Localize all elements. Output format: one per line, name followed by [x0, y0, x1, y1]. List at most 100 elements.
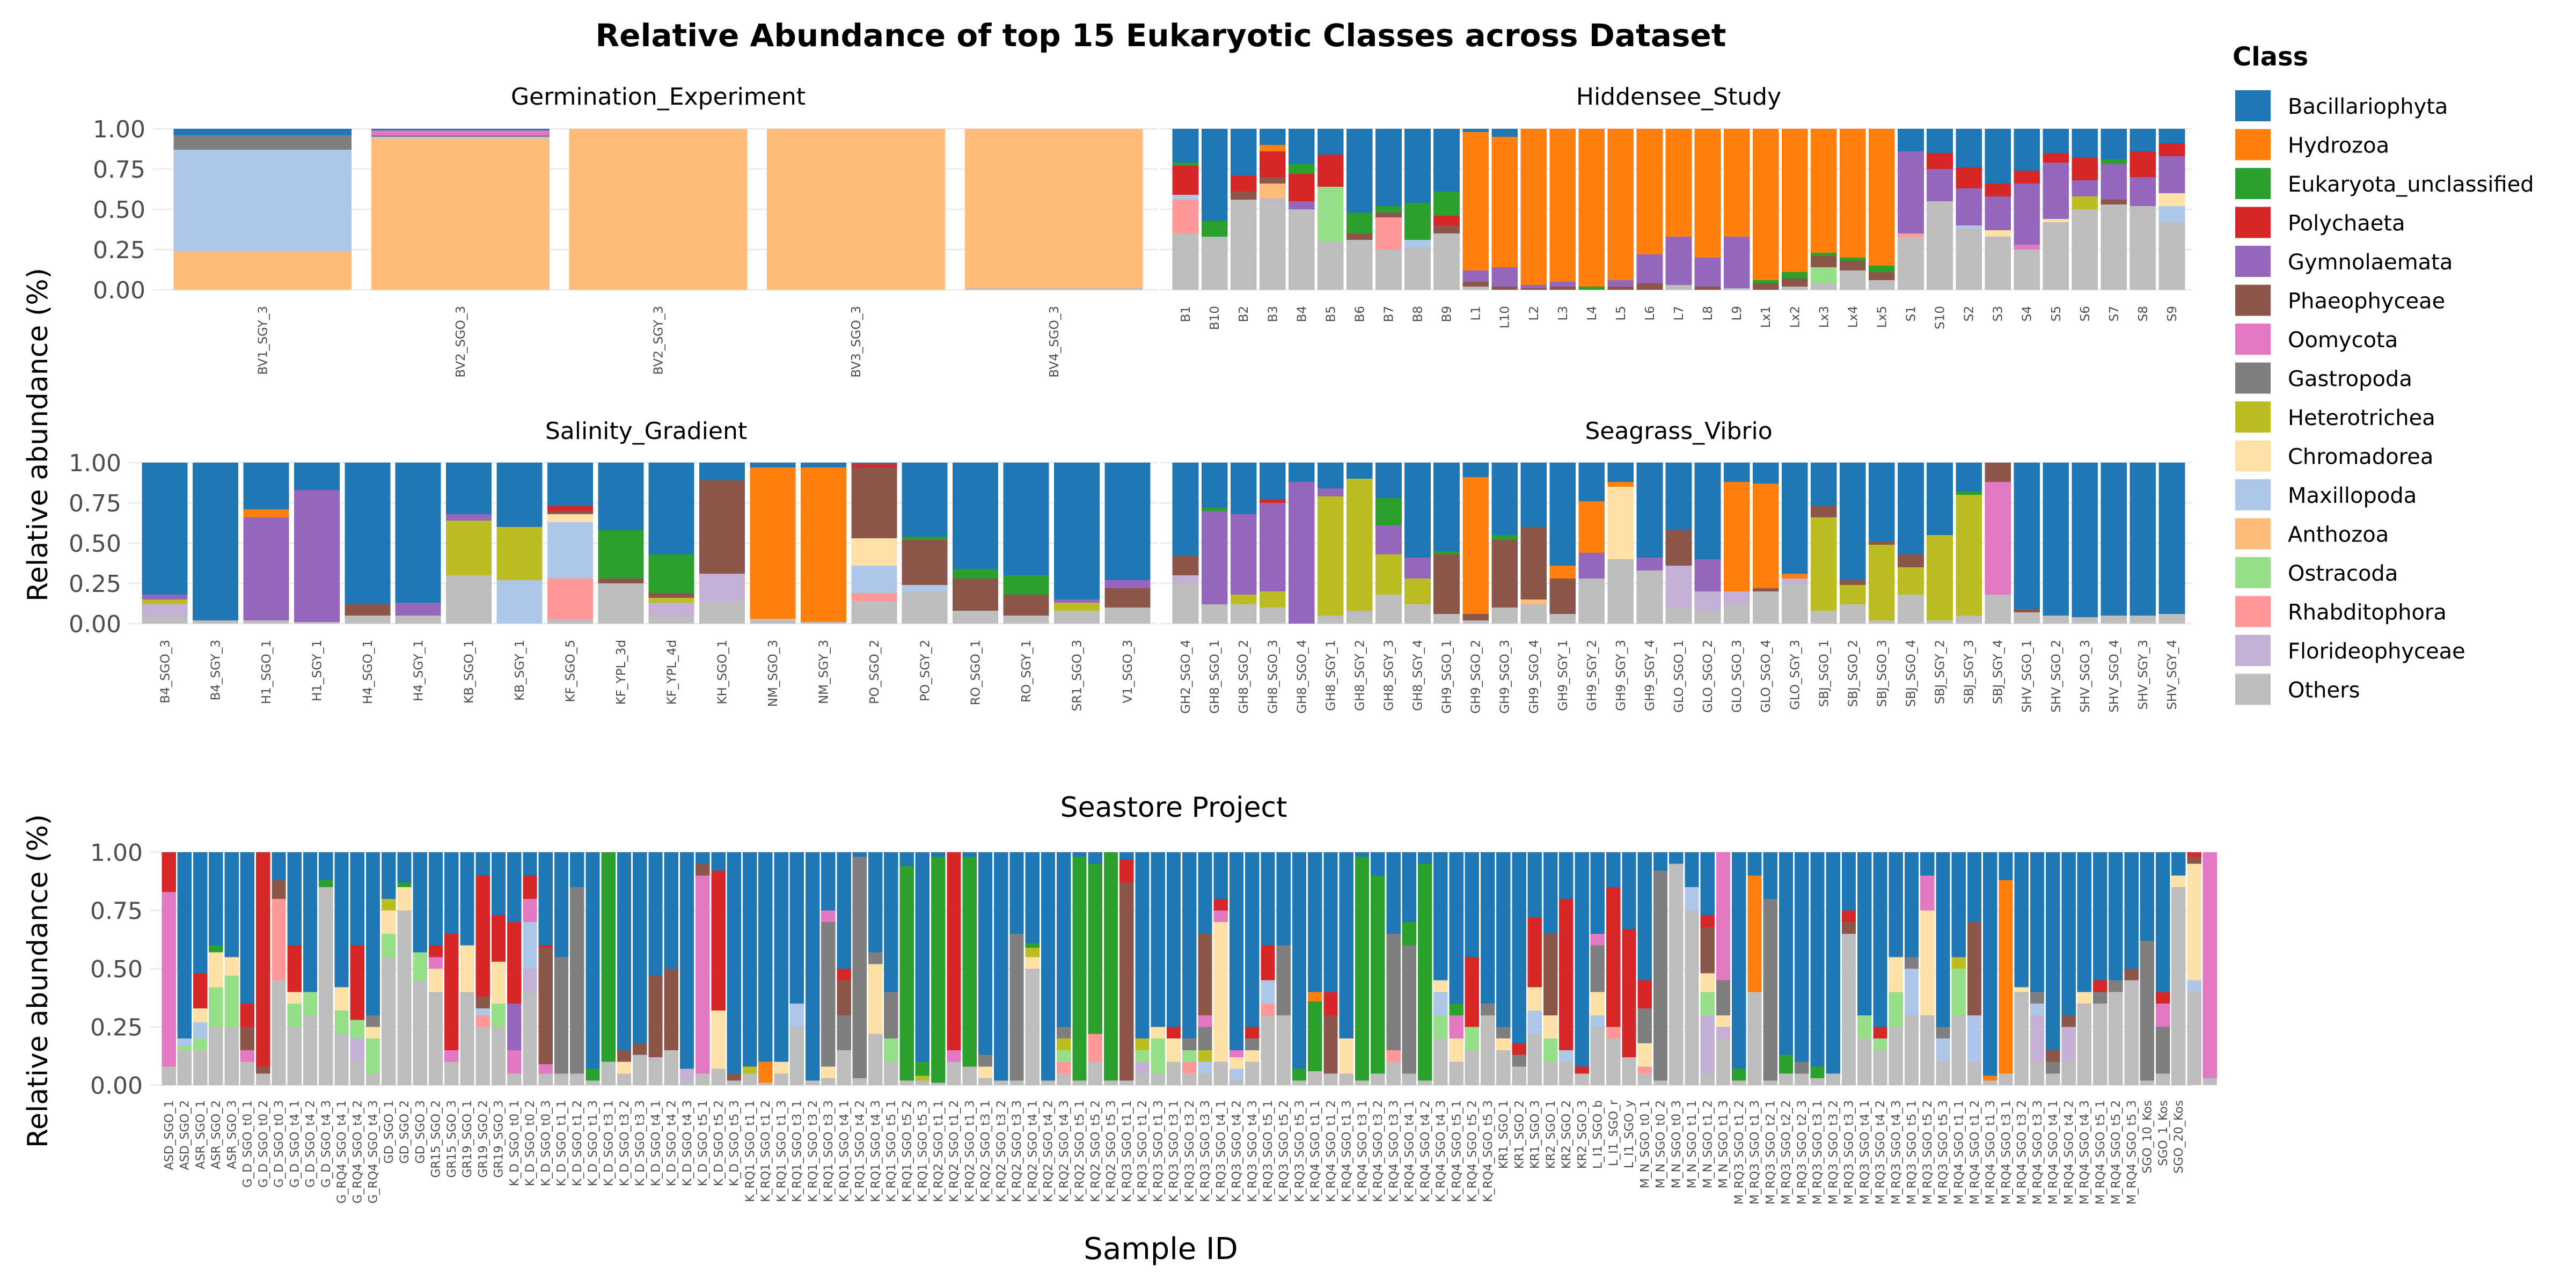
legend-swatch-heterotrichea — [2235, 401, 2271, 433]
bar-segment-chromadorea — [1229, 1057, 1244, 1069]
bar-segment-bacillariophyta — [2014, 463, 2040, 609]
x-tick-label: B7 — [1382, 306, 1396, 322]
bar-segment-bacillariophyta — [496, 463, 543, 527]
bar-segment-bacillariophyta — [1462, 463, 1489, 477]
x-tick-label: L_I1_SGO_y — [1623, 1100, 1636, 1168]
legend-label-eukaryota-unclassified: Eukaryota_unclassified — [2288, 172, 2534, 197]
x-tick-label: S8 — [2136, 306, 2150, 321]
bar-segment-bacillariophyta — [774, 852, 788, 1062]
x-tick-label: KR2_SGO_1 — [1545, 1100, 1558, 1169]
bar-segment-maxillopoda — [1559, 1050, 1574, 1062]
x-tick-label: GH8_SGO_3 — [1266, 640, 1280, 714]
bar-segment-gymnolaemata — [507, 1004, 522, 1050]
bar-segment-others — [2129, 206, 2156, 290]
x-tick-label: BV4_SGO_3 — [1048, 306, 1062, 378]
x-tick-label: B2 — [1237, 306, 1251, 322]
x-tick-label: K_RQ1_SGO_t3_2 — [807, 1100, 820, 1202]
bar-segment-others — [1172, 583, 1199, 624]
x-tick-label: M_RQ3_SGO_t2_3 — [1796, 1100, 1809, 1205]
bar-segment-bacillariophyta — [1213, 852, 1228, 899]
bar-segment-bacillariophyta — [1889, 852, 1903, 957]
bar-segment-bacillariophyta — [491, 852, 506, 916]
bar-segment-oomycota — [538, 1064, 553, 1074]
bar-segment-polychaeta — [1927, 153, 1953, 169]
bar-segment-phaeophyceae — [1636, 283, 1663, 290]
bar-segment-bacillariophyta — [758, 852, 773, 1062]
bar-segment-phaeophyceae — [1607, 287, 1634, 290]
x-tick-label: SHV_SGO_4 — [2107, 640, 2121, 713]
bar-segment-phaeophyceae — [538, 947, 553, 1064]
bar-segment-gymnolaemata — [1578, 553, 1605, 579]
x-tick-label: M_RQ4_SGO_t1_1 — [1952, 1100, 1966, 1205]
bar-segment-bacillariophyta — [1346, 463, 1373, 479]
bar-segment-heterotrichea — [1135, 1038, 1150, 1050]
bar-segment-others — [1053, 611, 1100, 624]
x-tick-label: PO_SGY_2 — [918, 640, 932, 701]
bar-segment-maxillopoda — [475, 1008, 490, 1015]
bar-segment-phaeophyceae — [1198, 933, 1212, 1015]
bar-segment-heterotrichea — [1840, 585, 1866, 604]
bar-segment-bacillariophyta — [382, 852, 396, 899]
bar-segment-bacillariophyta — [1636, 463, 1663, 558]
bar-segment-others — [413, 980, 427, 1085]
y-tick-label: 0.25 — [90, 1014, 143, 1042]
bar-segment-others — [554, 1073, 569, 1085]
x-tick-label: K_RQ1_SGO_t3_1 — [791, 1100, 804, 1202]
legend-swatch-ostracoda — [2235, 557, 2271, 588]
bar-segment-others — [978, 1078, 993, 1085]
bar-segment-bacillariophyta — [507, 852, 522, 923]
x-tick-label: K_RQ4_SGO_t1_2 — [1324, 1100, 1338, 1202]
bar-segment-florideophyceae — [2061, 1027, 2076, 1062]
bar-segment-polychaeta — [507, 922, 522, 1004]
bar-segment-phaeophyceae — [1898, 554, 1924, 567]
bar-segment-hydrozoa — [1462, 477, 1489, 614]
bar-segment-others — [1041, 1080, 1056, 1085]
bar-segment-bacillariophyta — [800, 463, 846, 467]
bar-segment-bacillariophyta — [1983, 852, 1997, 1076]
bar-segment-hydrozoa — [1752, 129, 1779, 280]
bar-segment-oomycota — [428, 957, 443, 969]
bar-segment-ostracoda — [1700, 992, 1715, 1015]
bar-segment-phaeophyceae — [2061, 1015, 2076, 1027]
x-tick-label: GD_SGO_3 — [414, 1100, 427, 1163]
bar-segment-others — [345, 616, 391, 624]
x-tick-label: SBJ_SGO_1 — [1817, 640, 1831, 707]
bar-segment-eukaryota-unclassified — [1003, 575, 1049, 595]
bar-segment-polychaeta — [1527, 917, 1542, 987]
bar-segment-bacillariophyta — [699, 463, 745, 480]
bar-segment-bacillariophyta — [1951, 852, 1966, 957]
bar-segment-bacillariophyta — [193, 463, 239, 620]
bar-segment-others — [287, 1027, 302, 1085]
bar-segment-gymnolaemata — [1549, 282, 1576, 287]
bar-segment-ostracoda — [1810, 267, 1837, 283]
bar-segment-chromadorea — [1637, 1043, 1652, 1067]
x-tick-label: S4 — [2021, 306, 2035, 321]
bar-segment-phaeophyceae — [1259, 177, 1286, 184]
bar-segment-bacillariophyta — [1590, 852, 1605, 934]
y-tick-label: 0.25 — [69, 570, 121, 598]
bar-segment-ostracoda — [177, 1045, 192, 1050]
bar-segment-bacillariophyta — [1512, 852, 1526, 1043]
x-tick-label: B10 — [1208, 306, 1222, 330]
bar-segment-others — [2072, 617, 2098, 624]
bar-segment-bacillariophyta — [1182, 852, 1197, 1039]
bar-segment-bacillariophyta — [2072, 129, 2098, 158]
x-tick-label: ASD_SGO_2 — [179, 1100, 192, 1170]
bar-segment-gymnolaemata — [1694, 258, 1721, 287]
bar-segment-maxillopoda — [851, 566, 897, 593]
bar-segment-others — [1261, 1015, 1275, 1085]
bar-segment-heterotrichea — [648, 598, 694, 603]
x-tick-label: M_N_SGO_t0_3 — [1670, 1100, 1684, 1188]
bar-segment-polychaeta — [475, 875, 490, 997]
bar-segment-chromadorea — [209, 952, 223, 987]
bar-segment-bacillariophyta — [1700, 852, 1715, 916]
bar-segment-bacillariophyta — [413, 852, 427, 953]
bar-segment-rhabditophora — [851, 593, 897, 601]
bar-segment-others — [1527, 1034, 1542, 1085]
bar-segment-others — [586, 1080, 600, 1085]
bar-segment-gastropoda — [371, 135, 550, 137]
x-tick-label: K_RQ3_SGO_t4_3 — [1246, 1100, 1260, 1202]
bar-segment-chromadorea — [2158, 193, 2185, 206]
bar-segment-heterotrichea — [1898, 567, 1924, 595]
bar-segment-hydrozoa — [1747, 875, 1762, 992]
